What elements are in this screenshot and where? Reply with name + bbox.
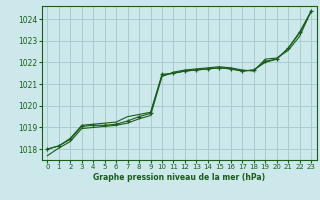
X-axis label: Graphe pression niveau de la mer (hPa): Graphe pression niveau de la mer (hPa): [93, 173, 265, 182]
